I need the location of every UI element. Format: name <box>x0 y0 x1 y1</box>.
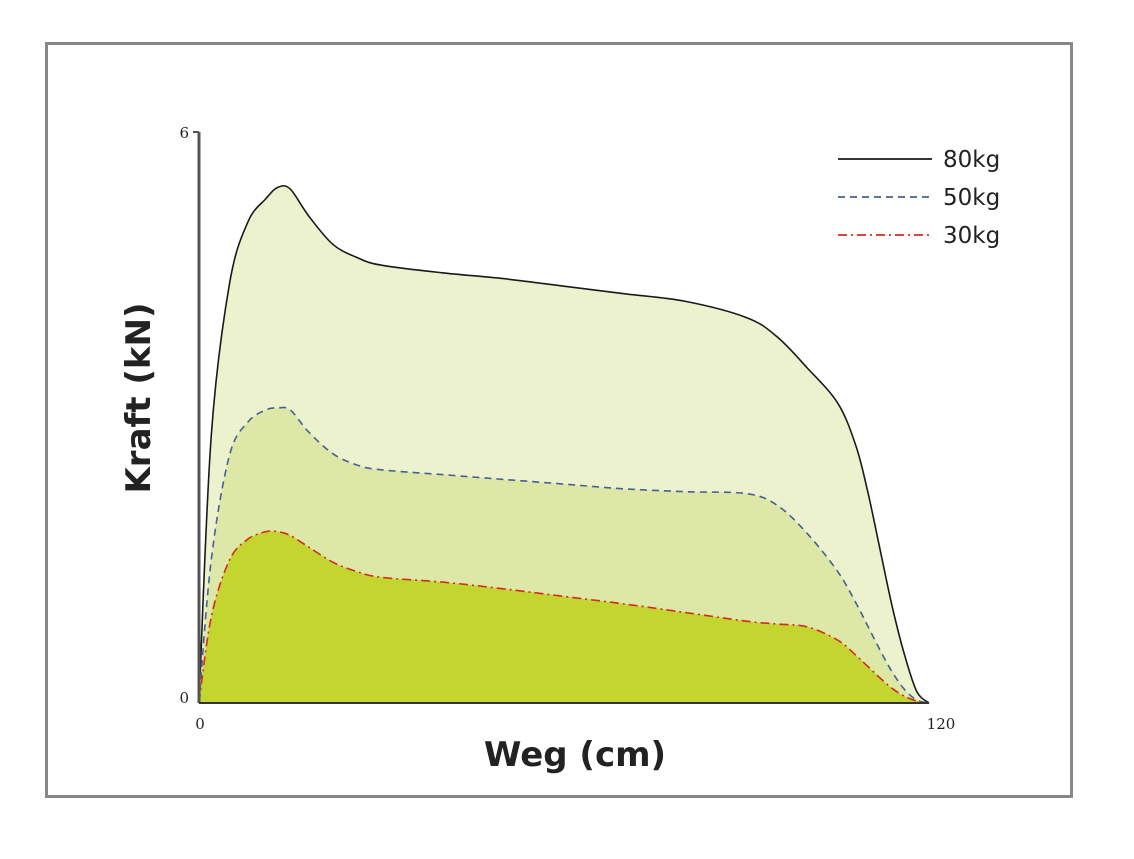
y-axis-title: Kraft (kN) <box>119 302 159 493</box>
legend-label-30kg: 30kg <box>943 223 1000 249</box>
area-layer <box>198 184 930 704</box>
series-line-50kg <box>198 406 930 704</box>
legend-label-80kg: 80kg <box>943 147 1000 173</box>
y-tick-label-6: 6 <box>179 124 189 142</box>
axis-text: 6 0 0 120 Weg (cm) Kraft (kN) <box>119 124 955 775</box>
y-tick-label-0: 0 <box>179 689 189 707</box>
area-fill-30kg <box>199 530 929 703</box>
x-axis-title: Weg (cm) <box>484 735 666 775</box>
legend-label-50kg: 50kg <box>943 185 1000 211</box>
axes <box>193 131 929 704</box>
legend: 80kg 50kg 30kg <box>838 147 1000 249</box>
series-line-80kg <box>198 184 930 704</box>
series-line-30kg <box>198 530 930 704</box>
x-tick-label-0: 0 <box>195 715 205 733</box>
x-tick-label-120: 120 <box>927 715 956 733</box>
